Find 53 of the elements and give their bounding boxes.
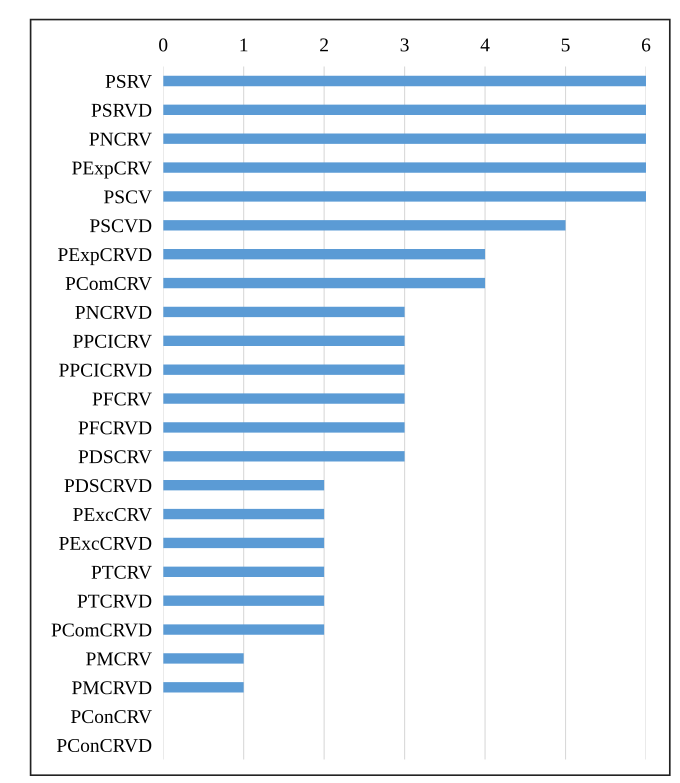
bar: [163, 566, 324, 578]
y-tick-label: PExcCRV: [73, 508, 152, 522]
bar: [163, 451, 405, 462]
y-tick-label: PPCICRV: [73, 334, 152, 348]
y-tick-label: PTCRV: [92, 566, 152, 579]
y-tick-label: PSCV: [104, 190, 152, 204]
y-tick-label: PConCRV: [70, 710, 152, 724]
bar: [163, 306, 405, 318]
y-tick-label: PExcCRVD: [59, 536, 152, 550]
bar: [163, 364, 405, 375]
bar: [163, 653, 244, 664]
bar: [163, 134, 646, 144]
bar: [163, 191, 646, 202]
y-tick-label: PDSCRV: [78, 450, 152, 464]
y-tick-label: PPCICRVD: [59, 364, 152, 377]
y-tick-label: PSCVD: [90, 219, 152, 232]
x-tick-label: 3: [400, 38, 409, 52]
y-tick-label: PExpCRVD: [58, 248, 152, 266]
y-tick-label: PTCRVD: [77, 594, 152, 608]
y-tick-label: PSRV: [106, 74, 152, 88]
bar: [163, 76, 646, 86]
x-tick-label: 5: [562, 38, 570, 52]
bar: [163, 624, 324, 635]
bar: [163, 278, 486, 288]
y-tick-label: PFCRVD: [78, 421, 152, 435]
x-tick-label: 1: [240, 38, 248, 52]
bar: [163, 422, 405, 433]
y-tick-label: PComCRVD: [52, 623, 152, 637]
y-tick-label: PDSCRVD: [64, 479, 152, 492]
y-tick-label: PConCRVD: [56, 738, 152, 752]
y-tick-label: PComCRV: [66, 276, 152, 290]
bar: [163, 538, 324, 548]
x-tick-label: 2: [320, 38, 328, 52]
x-tick-label: 6: [642, 38, 650, 52]
y-tick-label: PMCRV: [86, 652, 152, 666]
bar: [163, 682, 244, 693]
x-tick-label: 4: [480, 38, 490, 52]
y-tick-label: PNCRV: [89, 132, 152, 146]
bar: [163, 596, 324, 606]
bar: [163, 220, 566, 231]
bar: [163, 162, 646, 173]
bar: [163, 393, 405, 404]
bar: [163, 104, 646, 116]
y-tick-label: PFCRV: [92, 392, 152, 406]
y-tick-label: PMCRVD: [72, 681, 152, 694]
bar: [163, 336, 405, 346]
bar: [163, 508, 324, 520]
bar: [163, 480, 324, 490]
y-tick-label: PExpCRV: [72, 161, 152, 178]
y-tick-label: PSRVD: [92, 104, 152, 117]
x-tick-label: 0: [159, 38, 168, 52]
bar: [163, 249, 486, 260]
y-tick-label: PNCRVD: [75, 306, 152, 320]
